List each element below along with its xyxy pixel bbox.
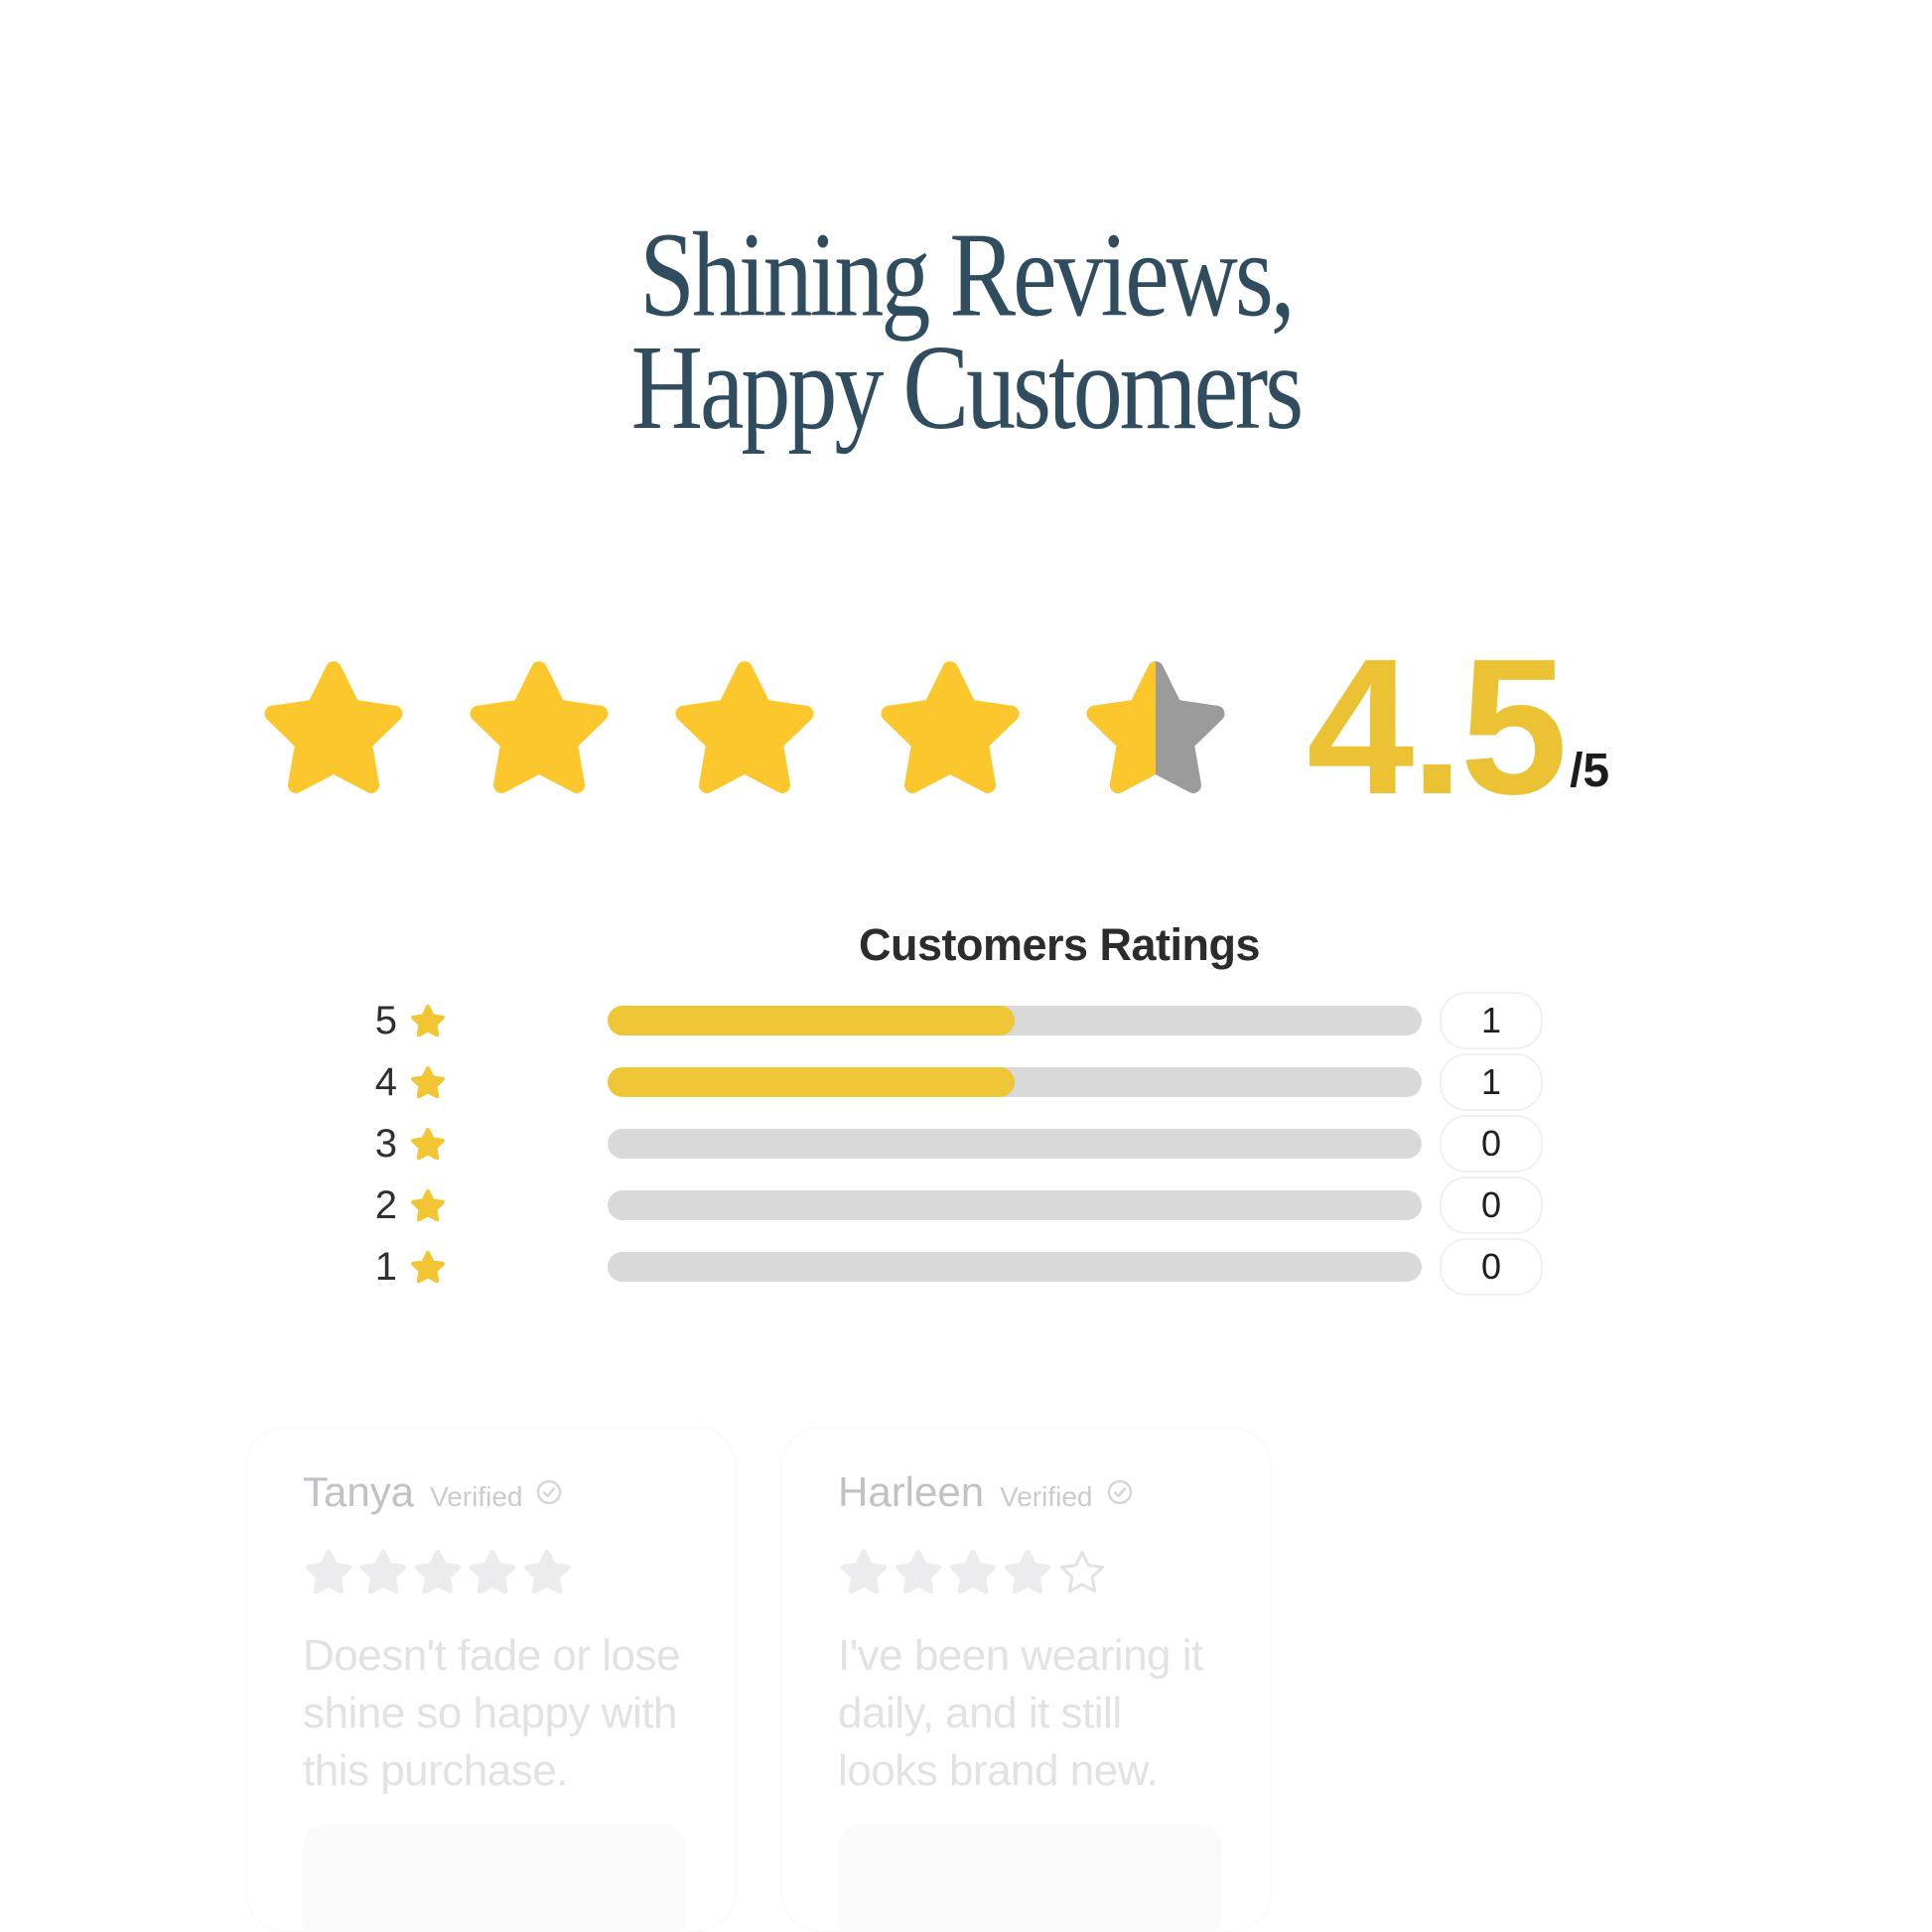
overall-score: 4.5 (1307, 618, 1568, 835)
rating-row-1-star[interactable]: 1 0 (0, 1236, 1932, 1298)
page-title-line1: Shining Reviews, (639, 207, 1296, 343)
rating-row-5-star[interactable]: 5 1 (0, 990, 1932, 1051)
star-outline-icon (1059, 1551, 1105, 1593)
verified-check-icon (537, 1479, 562, 1505)
rating-row-2-star[interactable]: 2 0 (0, 1174, 1932, 1236)
rating-row-star (409, 1248, 447, 1286)
review-text: I've been wearing it daily, and it still… (838, 1631, 1203, 1795)
star-icon (264, 661, 403, 793)
reviewer-name: Harleen (838, 1468, 985, 1515)
verified-badge: Verified (1000, 1481, 1093, 1512)
star-icon (411, 1127, 445, 1161)
review-card-header: Tanya Verified (303, 1468, 735, 1516)
rating-row-label: 5 (374, 998, 397, 1042)
star-icon (1004, 1550, 1051, 1594)
rating-bar (608, 1129, 1422, 1159)
star-icon (411, 1065, 445, 1099)
review-star-row (838, 1546, 1270, 1597)
page-title-line2: Happy Customers (630, 320, 1304, 455)
ratings-chart: 5 1 4 1 3 0 2 0 1 0 (0, 990, 1932, 1298)
rating-bar-fill (608, 1006, 1015, 1035)
star-icon (840, 1550, 888, 1594)
rating-row-star (409, 1063, 447, 1101)
review-photo-placeholder (838, 1824, 1221, 1930)
rating-bar (608, 1067, 1422, 1097)
review-text: Doesn't fade or lose shine so happy with… (303, 1631, 680, 1795)
star-icon (469, 1550, 516, 1594)
star-icon (305, 1550, 352, 1594)
verified-check-icon (1107, 1479, 1132, 1505)
rating-count-pill: 1 (1440, 992, 1543, 1049)
review-card[interactable]: Harleen Verified I've been wearing it da… (780, 1427, 1272, 1932)
rating-count-pill: 0 (1440, 1238, 1543, 1296)
star-icon (949, 1550, 997, 1594)
rating-row-label: 3 (374, 1121, 397, 1166)
star-icon (411, 1250, 445, 1284)
star-icon (411, 1188, 445, 1222)
star-icon (881, 661, 1020, 793)
star-icon (470, 661, 609, 793)
star-icon (523, 1550, 571, 1594)
page-title: Shining Reviews, Happy Customers (0, 207, 1932, 455)
star-icon (411, 1004, 445, 1037)
rating-bar (608, 1190, 1422, 1220)
star-icon (895, 1550, 942, 1594)
rating-bar-fill (608, 1067, 1015, 1097)
rating-bar (608, 1252, 1422, 1282)
rating-bar (608, 1006, 1422, 1035)
verified-badge: Verified (430, 1481, 523, 1512)
review-photo-placeholder (303, 1824, 686, 1930)
rating-row-3-star[interactable]: 3 0 (0, 1113, 1932, 1174)
overall-rating: 4.5 /5 (256, 629, 1610, 823)
rating-row-label: 2 (374, 1182, 397, 1227)
rating-count-pill: 0 (1440, 1115, 1543, 1173)
rating-row-label: 4 (374, 1059, 397, 1104)
verified-check (536, 1479, 562, 1505)
rating-row-star (409, 1186, 447, 1224)
review-star-row (303, 1546, 735, 1597)
rating-count-pill: 0 (1440, 1176, 1543, 1234)
reviewer-name: Tanya (303, 1468, 415, 1515)
star-half-icon (1086, 661, 1225, 793)
review-card[interactable]: Tanya Verified Doesn't fade or lose shin… (245, 1427, 737, 1932)
review-card-header: Harleen Verified (838, 1468, 1270, 1516)
rating-row-label: 1 (374, 1244, 397, 1289)
rating-row-star (409, 1125, 447, 1163)
star-icon (414, 1550, 462, 1594)
rating-count-pill: 1 (1440, 1053, 1543, 1111)
rating-row-star (409, 1002, 447, 1039)
rating-row-4-star[interactable]: 4 1 (0, 1051, 1932, 1113)
overall-star-row (256, 649, 1233, 804)
review-card-list: Tanya Verified Doesn't fade or lose shin… (245, 1427, 1272, 1932)
star-icon (675, 661, 814, 793)
ratings-chart-title: Customers Ratings (858, 919, 1261, 970)
star-icon (359, 1550, 407, 1594)
overall-score-denominator: /5 (1570, 745, 1610, 797)
verified-check (1107, 1479, 1133, 1505)
